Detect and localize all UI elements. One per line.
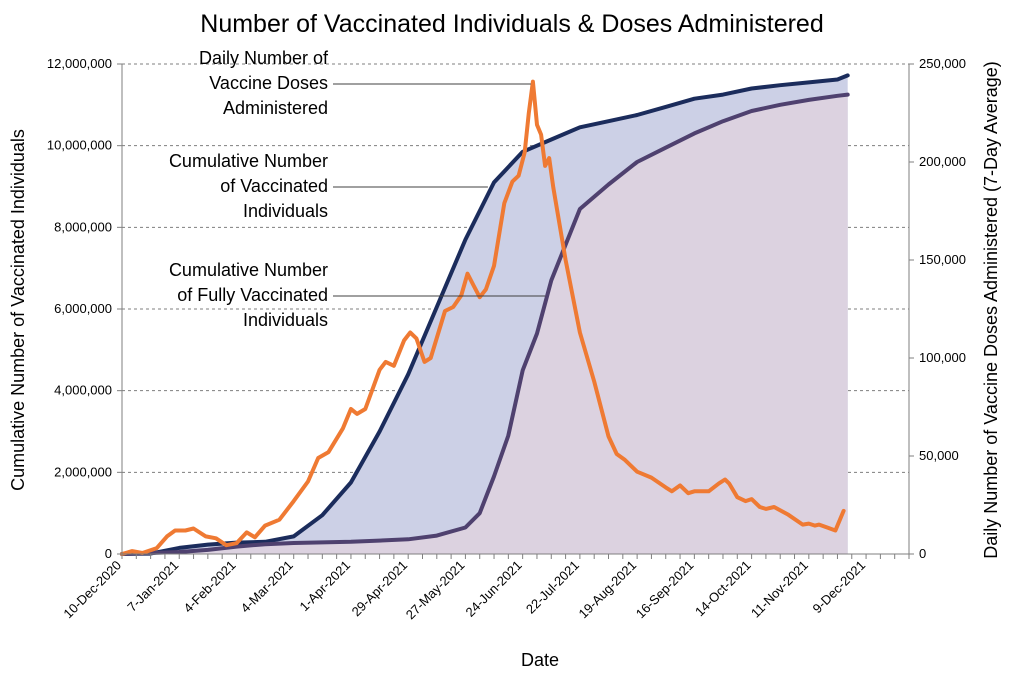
y-right-tick-label: 100,000 [919,350,966,365]
series-line-1 [120,92,850,556]
x-tick-label: 16-Sep-2021 [633,558,697,622]
y-left-tick-label: 0 [105,546,112,561]
x-tick-label: 9-Dec-2021 [810,558,869,617]
y-left-tick-label: 4,000,000 [54,383,112,398]
y-right-tick-label: 0 [919,546,926,561]
line-layer [120,73,850,556]
series-line-0 [120,73,850,556]
y-right-tick-label: 200,000 [919,154,966,169]
y-left-tick-label: 12,000,000 [47,56,112,71]
x-axis-title: Date [521,650,559,670]
annotation-line: Individuals [243,201,328,221]
x-tick-label: 10-Dec-2020 [60,558,124,622]
series-line-2 [120,79,846,556]
y-right-tick-label: 150,000 [919,252,966,267]
annotation-line: Daily Number of [199,48,329,68]
chart-title: Number of Vaccinated Individuals & Doses… [200,10,823,38]
x-tick-label: 14-Oct-2021 [692,558,754,620]
x-tick-label: 4-Mar-2021 [238,558,296,616]
x-tick-label: 19-Aug-2021 [575,558,639,622]
annotation-label: Cumulative Number of Fully Vaccinated Indi… [169,260,328,330]
annotation-line: Cumulative Number [169,260,328,280]
x-tick-label: 22-Jul-2021 [523,558,582,617]
annotation-label: Cumulative Number of Vaccinated Individual… [169,151,328,221]
x-tick-label: 24-Jun-2021 [463,558,525,620]
series-area-1 [122,94,848,554]
y-left-tick-label: 10,000,000 [47,138,112,153]
annotation-line: Administered [223,98,328,118]
annotation-line: Cumulative Number [169,151,328,171]
x-tick-label: 29-Apr-2021 [349,558,411,620]
annotation-label: Daily Number of Vaccine Doses Administered [199,48,329,118]
y-left-tick-label: 2,000,000 [54,464,112,479]
annotation-line: of Vaccinated [220,176,328,196]
x-tick-label: 1-Apr-2021 [296,558,353,615]
y-axis-right-title: Daily Number of Vaccine Doses Administer… [981,61,1001,559]
annotation-line: Vaccine Doses [209,73,328,93]
y-left-tick-label: 8,000,000 [54,219,112,234]
y-axis-left-title: Cumulative Number of Vaccinated Individu… [8,129,28,491]
annotation-layer: Daily Number of Vaccine Doses Administered… [169,48,546,330]
area-layer [122,75,848,555]
y-left-tick-label: 6,000,000 [54,301,112,316]
x-tick-label: 27-May-2021 [403,558,468,623]
annotation-line: of Fully Vaccinated [177,285,328,305]
x-tick-label: 7-Jan-2021 [124,558,181,615]
y-right-tick-label: 50,000 [919,448,959,463]
annotation-line: Individuals [243,310,328,330]
x-tick-label: 11-Nov-2021 [748,558,811,621]
y-right-tick-label: 250,000 [919,56,966,71]
x-tick-label: 4-Feb-2021 [180,558,238,616]
